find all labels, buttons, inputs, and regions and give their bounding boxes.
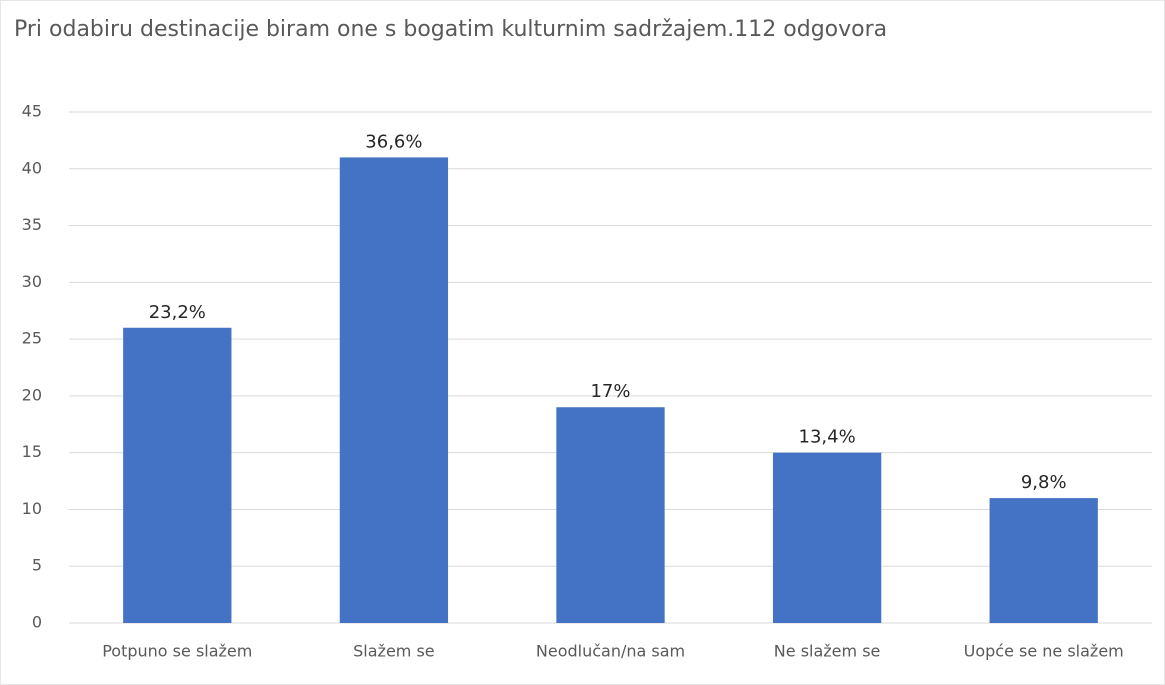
y-tick-label: 20 (22, 385, 42, 404)
y-tick-label: 25 (22, 329, 42, 348)
y-tick-label: 10 (22, 499, 42, 518)
bar (772, 452, 882, 623)
bar (989, 498, 1098, 623)
y-tick-label: 30 (22, 272, 42, 291)
bar (556, 407, 665, 623)
value-label: 17% (590, 381, 630, 402)
x-tick-label: Uopće se ne slažem (964, 642, 1124, 661)
value-label: 13,4% (799, 427, 856, 448)
value-label: 23,2% (149, 302, 206, 323)
bar (123, 327, 232, 623)
x-tick-label: Slažem se (353, 642, 435, 661)
y-tick-label: 35 (22, 215, 42, 234)
y-tick-label: 15 (22, 442, 42, 461)
chart-title: Pri odabiru destinacije biram one s boga… (14, 17, 888, 42)
x-tick-label: Ne slažem se (774, 642, 881, 661)
y-tick-label: 5 (32, 556, 42, 575)
bar (339, 157, 449, 623)
y-tick-label: 40 (22, 158, 42, 177)
value-label: 36,6% (365, 131, 422, 152)
y-tick-label: 45 (22, 102, 42, 121)
y-tick-label: 0 (32, 613, 42, 632)
x-tick-label: Potpuno se slažem (102, 642, 252, 661)
x-tick-label: Neodlučan/na sam (536, 642, 685, 661)
value-label: 9,8% (1021, 472, 1067, 493)
